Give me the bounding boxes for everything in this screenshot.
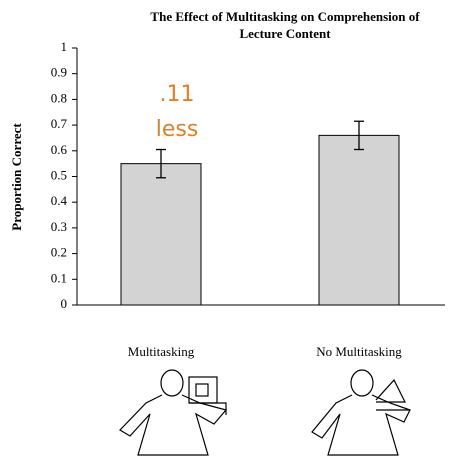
- y-tick-label: 1: [61, 39, 68, 54]
- y-tick-label: 0.9: [51, 65, 67, 80]
- no-multitasking-icon: [312, 370, 410, 455]
- x-tick-label: No Multitasking: [316, 344, 402, 359]
- y-tick-label: 0.7: [51, 116, 68, 131]
- bar: [121, 164, 201, 305]
- y-tick-label: 0.4: [51, 193, 68, 208]
- chart-title: Lecture Content: [239, 26, 331, 41]
- y-tick-label: 0.2: [51, 245, 67, 260]
- y-tick-label: 0.1: [51, 270, 67, 285]
- annotation: .11: [160, 82, 195, 107]
- y-tick-label: 0: [61, 296, 68, 311]
- chart-title: The Effect of Multitasking on Comprehens…: [150, 9, 420, 24]
- y-tick-label: 0.5: [51, 167, 67, 182]
- annotation: less: [156, 117, 199, 142]
- y-tick-label: 0.6: [51, 142, 68, 157]
- x-tick-label: Multitasking: [128, 344, 195, 359]
- bar: [319, 135, 399, 305]
- y-tick-label: 0.3: [51, 219, 67, 234]
- y-axis-label: Proportion Correct: [9, 123, 24, 231]
- multitasking-icon: [120, 370, 226, 455]
- chart: The Effect of Multitasking on Comprehens…: [0, 0, 466, 462]
- y-tick-label: 0.8: [51, 90, 67, 105]
